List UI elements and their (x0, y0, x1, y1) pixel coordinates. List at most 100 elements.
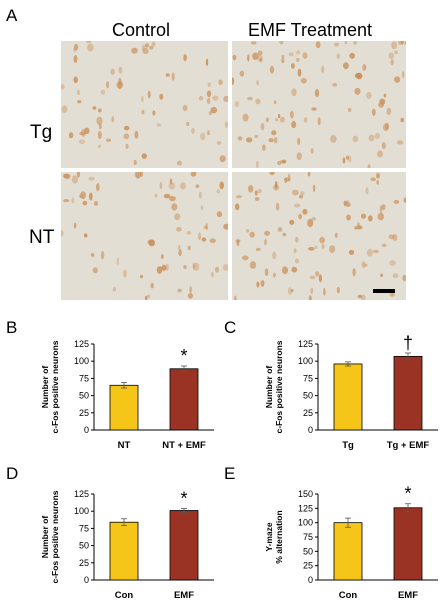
stained-cell (307, 218, 314, 228)
chart-e: 0 25 50 75 100 125 150 Y-maze% alternation Con EM… (264, 484, 438, 601)
stained-cell (362, 64, 367, 71)
stained-cell (352, 135, 359, 143)
stained-cell (311, 216, 316, 221)
x-tick-label: Tg (342, 440, 354, 451)
stained-cell (190, 172, 197, 177)
stained-cell (77, 100, 82, 104)
stained-cell (365, 187, 369, 195)
stained-cell (280, 116, 285, 123)
y-tick-label: 100 (298, 356, 313, 366)
stained-cell (247, 96, 253, 101)
panel-letter-a: A (6, 6, 18, 25)
stained-cell (205, 58, 209, 66)
stained-cell (152, 110, 156, 116)
stained-cell (348, 249, 355, 255)
stained-cell (218, 79, 223, 86)
stained-cell (237, 136, 243, 141)
stained-cell (346, 200, 350, 207)
stained-cell (353, 41, 357, 45)
stained-cell (400, 117, 404, 123)
y-tick-label: 100 (298, 518, 313, 528)
stained-cell (366, 248, 373, 257)
stained-cell (219, 155, 226, 163)
stained-cell (289, 219, 295, 225)
stained-cell (73, 55, 78, 63)
stained-cell (182, 104, 188, 112)
stained-cell (381, 204, 386, 211)
scale-bar (373, 289, 395, 293)
stained-cell (277, 160, 282, 166)
stained-cell (174, 213, 181, 221)
stained-cell (366, 91, 372, 100)
stained-cell (183, 54, 187, 62)
micrograph-nt-emf (232, 172, 406, 300)
stained-cell (241, 255, 249, 261)
stained-cell (391, 41, 398, 50)
stained-cell (116, 257, 119, 265)
stained-cell (87, 43, 94, 52)
bar (109, 384, 139, 431)
stained-cell (372, 249, 379, 254)
stained-cell (291, 63, 295, 69)
stained-cell (298, 194, 304, 199)
stained-cell (247, 54, 250, 62)
stained-cell (288, 52, 294, 57)
stained-cell (389, 260, 396, 266)
stained-cell (297, 68, 302, 77)
stained-cell (297, 137, 301, 146)
stained-cell (223, 95, 228, 102)
stained-cell (354, 72, 362, 79)
stained-cell (76, 89, 81, 95)
stained-cell (246, 229, 250, 233)
stained-cell (149, 45, 154, 50)
stained-cell (254, 134, 259, 139)
stained-cell (403, 197, 406, 203)
stained-cell (73, 47, 77, 53)
y-tick-label: 0 (308, 575, 313, 585)
stained-cell (310, 287, 314, 294)
stained-cell (239, 70, 245, 77)
stained-cell (236, 239, 240, 247)
stained-cell (224, 121, 228, 129)
x-tick-label: EMF (398, 590, 418, 601)
stained-cell (298, 213, 302, 220)
stained-cell (85, 41, 92, 43)
stained-cell (374, 132, 380, 139)
stained-cell (139, 274, 144, 279)
y-tick-label: 25 (79, 558, 89, 568)
stained-cell (303, 117, 308, 123)
stained-cell (235, 195, 242, 199)
stained-cell (257, 50, 263, 56)
stained-cell (151, 41, 156, 47)
stained-cell (272, 251, 277, 260)
stained-cell (171, 72, 175, 81)
column-header-emf-treatment: EMF Treatment (248, 20, 373, 40)
stained-cell (201, 237, 207, 242)
stained-cell (205, 222, 208, 231)
stained-cell (343, 200, 348, 207)
stained-cell (161, 264, 167, 271)
y-tick-label: 125 (74, 339, 89, 349)
stained-cell (368, 215, 373, 222)
stained-cell (256, 281, 260, 288)
stained-cell (354, 87, 361, 95)
stained-cell (235, 203, 240, 211)
stained-cell (61, 105, 68, 113)
stained-cell (400, 41, 404, 45)
stained-cell (216, 211, 223, 218)
stained-cell (344, 41, 348, 45)
stained-cell (146, 294, 151, 299)
panel-letter-b: B (6, 318, 18, 337)
y-tick-label: 0 (308, 425, 313, 435)
stained-cell (394, 76, 401, 83)
stained-cell (198, 232, 202, 240)
stained-cell (388, 52, 395, 60)
x-tick-label: Con (115, 590, 134, 601)
stained-cell (63, 173, 71, 180)
stained-cell (271, 130, 277, 136)
stained-cell (284, 177, 290, 182)
stained-cell (396, 140, 404, 145)
stained-cell (295, 236, 299, 243)
stained-cell (346, 155, 349, 160)
stained-cell (111, 116, 114, 123)
